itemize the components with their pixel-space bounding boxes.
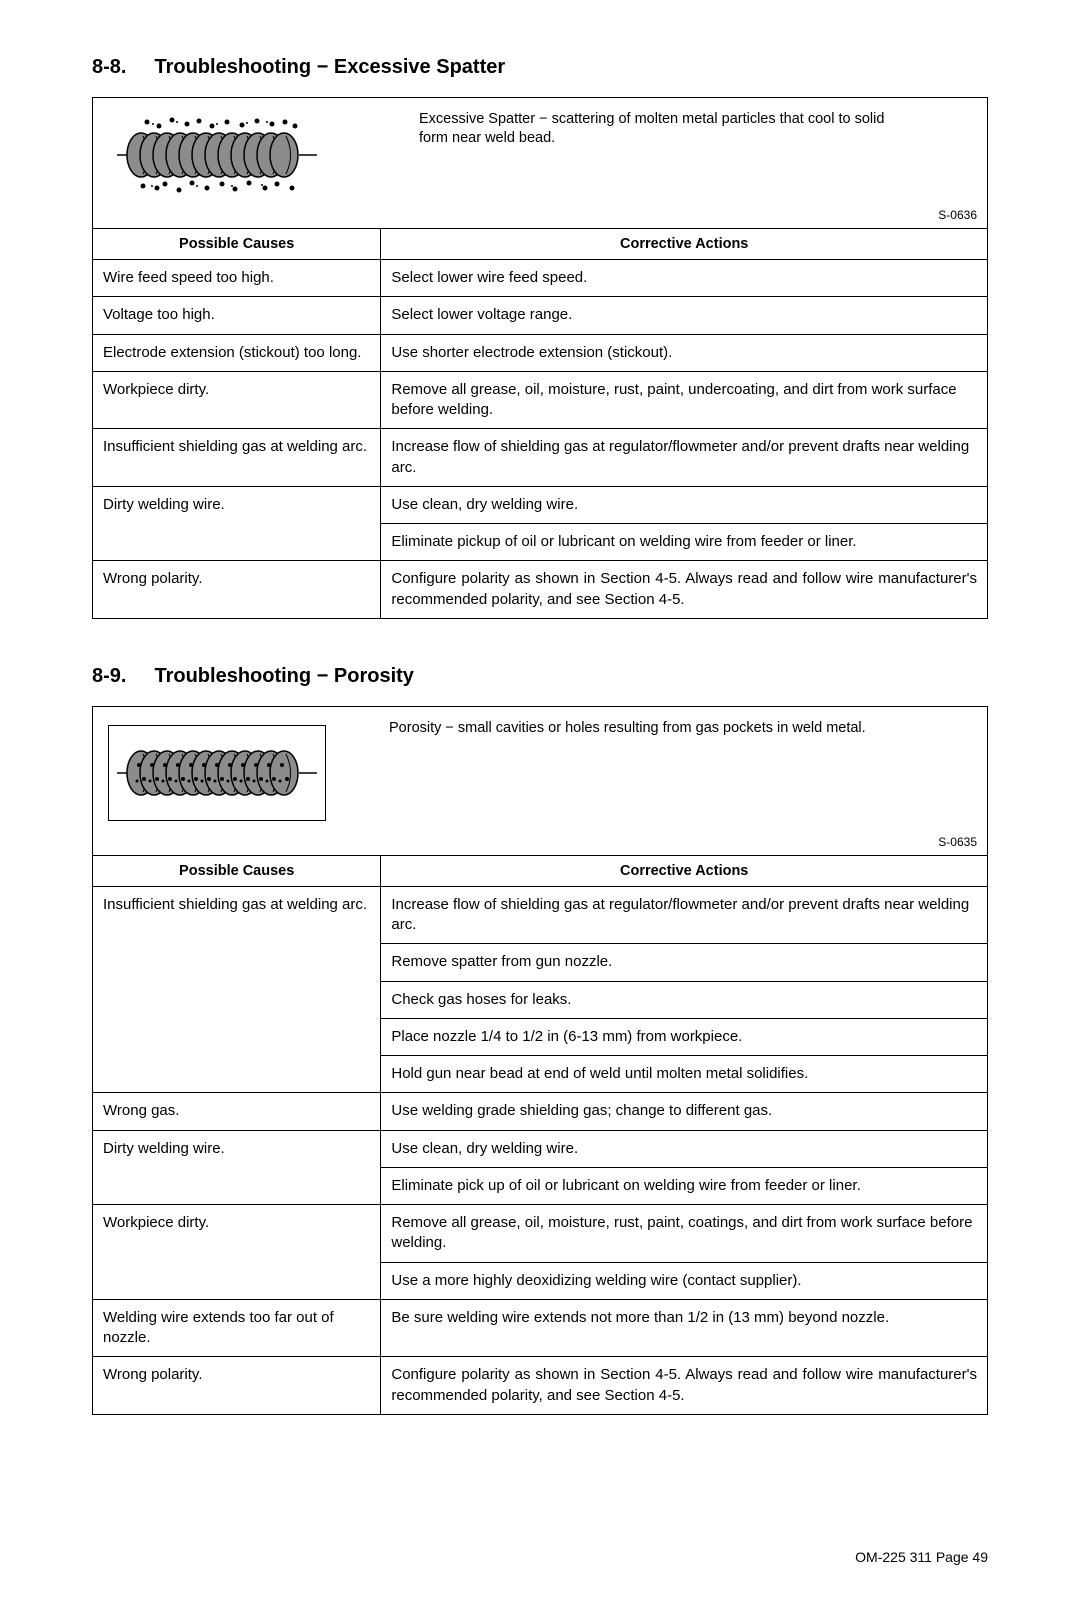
action-cell: Check gas hoses for leaks.	[381, 981, 987, 1018]
cause-cell: Wrong gas.	[93, 1093, 381, 1130]
section-heading: 8-9. Troubleshooting − Porosity	[92, 665, 988, 688]
table-row: Voltage too high.Select lower voltage ra…	[93, 297, 987, 334]
action-cell: Be sure welding wire extends not more th…	[381, 1299, 987, 1357]
spatter-illustration	[101, 106, 333, 204]
cause-cell: Workpiece dirty.	[93, 371, 381, 429]
troubleshooting-section: 8-9. Troubleshooting − Porosity Porosity −…	[92, 665, 988, 1415]
reference-code: S-0636	[93, 208, 987, 228]
column-header-actions: Corrective Actions	[381, 229, 987, 260]
action-cell: Use welding grade shielding gas; change …	[381, 1093, 987, 1130]
action-cell: Use clean, dry welding wire.	[381, 1130, 987, 1167]
action-cell: Remove spatter from gun nozzle.	[381, 944, 987, 981]
table-row: Dirty welding wire.Use clean, dry weldin…	[93, 486, 987, 523]
action-cell: Hold gun near bead at end of weld until …	[381, 1056, 987, 1093]
action-cell: Eliminate pickup of oil or lubricant on …	[381, 524, 987, 561]
table-row: Wrong polarity.Configure polarity as sho…	[93, 1357, 987, 1414]
action-cell: Remove all grease, oil, moisture, rust, …	[381, 1205, 987, 1263]
action-cell: Place nozzle 1/4 to 1/2 in (6-13 mm) fro…	[381, 1018, 987, 1055]
action-cell: Select lower voltage range.	[381, 297, 987, 334]
action-cell: Use a more highly deoxidizing welding wi…	[381, 1262, 987, 1299]
cause-cell: Wrong polarity.	[93, 1357, 381, 1414]
cause-cell: Dirty welding wire.	[93, 486, 381, 561]
section-title: Troubleshooting − Excessive Spatter	[154, 56, 505, 78]
section-heading: 8-8. Troubleshooting − Excessive Spatter	[92, 56, 988, 79]
table-row: Dirty welding wire.Use clean, dry weldin…	[93, 1130, 987, 1167]
section-title: Troubleshooting − Porosity	[154, 665, 413, 687]
cause-cell: Welding wire extends too far out of nozz…	[93, 1299, 381, 1357]
table-row: Wire feed speed too high.Select lower wi…	[93, 260, 987, 297]
action-cell: Increase flow of shielding gas at regula…	[381, 429, 987, 487]
reference-code: S-0635	[93, 835, 987, 855]
column-header-causes: Possible Causes	[93, 229, 381, 260]
troubleshooting-table: Possible CausesCorrective ActionsInsuffi…	[93, 855, 987, 1414]
section-box: Porosity − small cavities or holes resul…	[92, 706, 988, 1415]
cause-cell: Voltage too high.	[93, 297, 381, 334]
table-row: Wrong gas.Use welding grade shielding ga…	[93, 1093, 987, 1130]
action-cell: Eliminate pick up of oil or lubricant on…	[381, 1167, 987, 1204]
porosity-illustration	[101, 715, 333, 831]
cause-cell: Electrode extension (stickout) too long.	[93, 334, 381, 371]
action-cell: Select lower wire feed speed.	[381, 260, 987, 297]
troubleshooting-table: Possible CausesCorrective ActionsWire fe…	[93, 228, 987, 618]
action-cell: Remove all grease, oil, moisture, rust, …	[381, 371, 987, 429]
table-row: Electrode extension (stickout) too long.…	[93, 334, 987, 371]
action-cell: Use shorter electrode extension (stickou…	[381, 334, 987, 371]
action-cell: Use clean, dry welding wire.	[381, 486, 987, 523]
cause-cell: Wire feed speed too high.	[93, 260, 381, 297]
cause-cell: Workpiece dirty.	[93, 1205, 381, 1300]
definition-text: Porosity − small cavities or holes resul…	[333, 715, 893, 738]
column-header-actions: Corrective Actions	[381, 855, 987, 886]
cause-cell: Wrong polarity.	[93, 561, 381, 618]
table-row: Insufficient shielding gas at welding ar…	[93, 886, 987, 944]
definition-text: Excessive Spatter − scattering of molten…	[333, 106, 893, 148]
definition-row: Excessive Spatter − scattering of molten…	[93, 98, 987, 208]
action-cell: Increase flow of shielding gas at regula…	[381, 886, 987, 944]
troubleshooting-section: 8-8. Troubleshooting − Excessive Spatter E…	[92, 56, 988, 619]
cause-cell: Dirty welding wire.	[93, 1130, 381, 1205]
column-header-causes: Possible Causes	[93, 855, 381, 886]
table-row: Wrong polarity.Configure polarity as sho…	[93, 561, 987, 618]
table-row: Welding wire extends too far out of nozz…	[93, 1299, 987, 1357]
table-row: Insufficient shielding gas at welding ar…	[93, 429, 987, 487]
section-box: Excessive Spatter − scattering of molten…	[92, 97, 988, 619]
action-cell: Configure polarity as shown in Section 4…	[381, 561, 987, 618]
page-footer: OM-225 311 Page 49	[92, 1549, 988, 1565]
section-number: 8-8.	[92, 56, 126, 78]
cause-cell: Insufficient shielding gas at welding ar…	[93, 886, 381, 1093]
action-cell: Configure polarity as shown in Section 4…	[381, 1357, 987, 1414]
definition-row: Porosity − small cavities or holes resul…	[93, 707, 987, 835]
table-row: Workpiece dirty.Remove all grease, oil, …	[93, 371, 987, 429]
table-row: Workpiece dirty.Remove all grease, oil, …	[93, 1205, 987, 1263]
cause-cell: Insufficient shielding gas at welding ar…	[93, 429, 381, 487]
section-number: 8-9.	[92, 665, 126, 687]
